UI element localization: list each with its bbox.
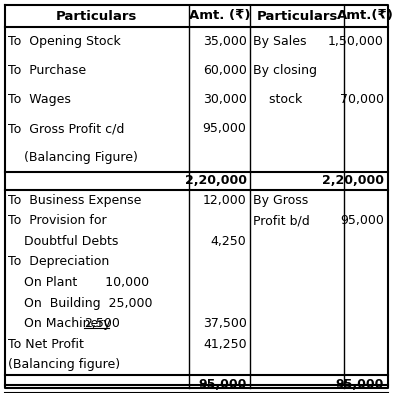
Text: Amt.(₹): Amt.(₹) [338, 9, 394, 22]
Text: 4,250: 4,250 [211, 235, 246, 248]
Text: 37,500: 37,500 [203, 317, 246, 330]
Text: 95,000: 95,000 [340, 214, 384, 227]
Text: Doubtful Debts: Doubtful Debts [8, 235, 118, 248]
Text: To Net Profit: To Net Profit [8, 338, 84, 351]
Text: 2,500: 2,500 [84, 317, 120, 330]
Text: 95,000: 95,000 [198, 378, 246, 391]
Text: 41,250: 41,250 [203, 338, 246, 351]
Text: (Balancing Figure): (Balancing Figure) [8, 151, 138, 164]
Text: 30,000: 30,000 [203, 93, 246, 106]
Text: By Sales: By Sales [254, 35, 307, 48]
Text: On Plant       10,000: On Plant 10,000 [8, 276, 149, 289]
Text: Particulars: Particulars [56, 9, 138, 22]
Text: 12,000: 12,000 [203, 194, 246, 207]
Text: Amt. (₹): Amt. (₹) [189, 9, 250, 22]
Text: stock: stock [254, 93, 303, 106]
Text: 70,000: 70,000 [340, 93, 384, 106]
Text: To  Depreciation: To Depreciation [8, 255, 109, 268]
Text: By Gross: By Gross [254, 194, 309, 207]
Text: 95,000: 95,000 [203, 122, 246, 135]
Text: On  Building  25,000: On Building 25,000 [8, 297, 152, 310]
Text: By closing: By closing [254, 64, 318, 77]
Text: To  Business Expense: To Business Expense [8, 194, 141, 207]
Text: Profit b/d: Profit b/d [254, 214, 310, 227]
Text: 95,000: 95,000 [336, 378, 384, 391]
Text: To  Provision for: To Provision for [8, 214, 106, 227]
Text: 1,50,000: 1,50,000 [328, 35, 384, 48]
Text: To  Wages: To Wages [8, 93, 71, 106]
Text: 2,20,000: 2,20,000 [184, 174, 246, 187]
Text: Particulars: Particulars [256, 9, 338, 22]
Text: To  Gross Profit c/d: To Gross Profit c/d [8, 122, 124, 135]
Text: 35,000: 35,000 [203, 35, 246, 48]
Text: (Balancing figure): (Balancing figure) [8, 358, 120, 371]
Text: To  Opening Stock: To Opening Stock [8, 35, 121, 48]
Text: On Machinery: On Machinery [8, 317, 115, 330]
Text: 2,20,000: 2,20,000 [322, 174, 384, 187]
Text: 60,000: 60,000 [203, 64, 246, 77]
Text: To  Purchase: To Purchase [8, 64, 86, 77]
